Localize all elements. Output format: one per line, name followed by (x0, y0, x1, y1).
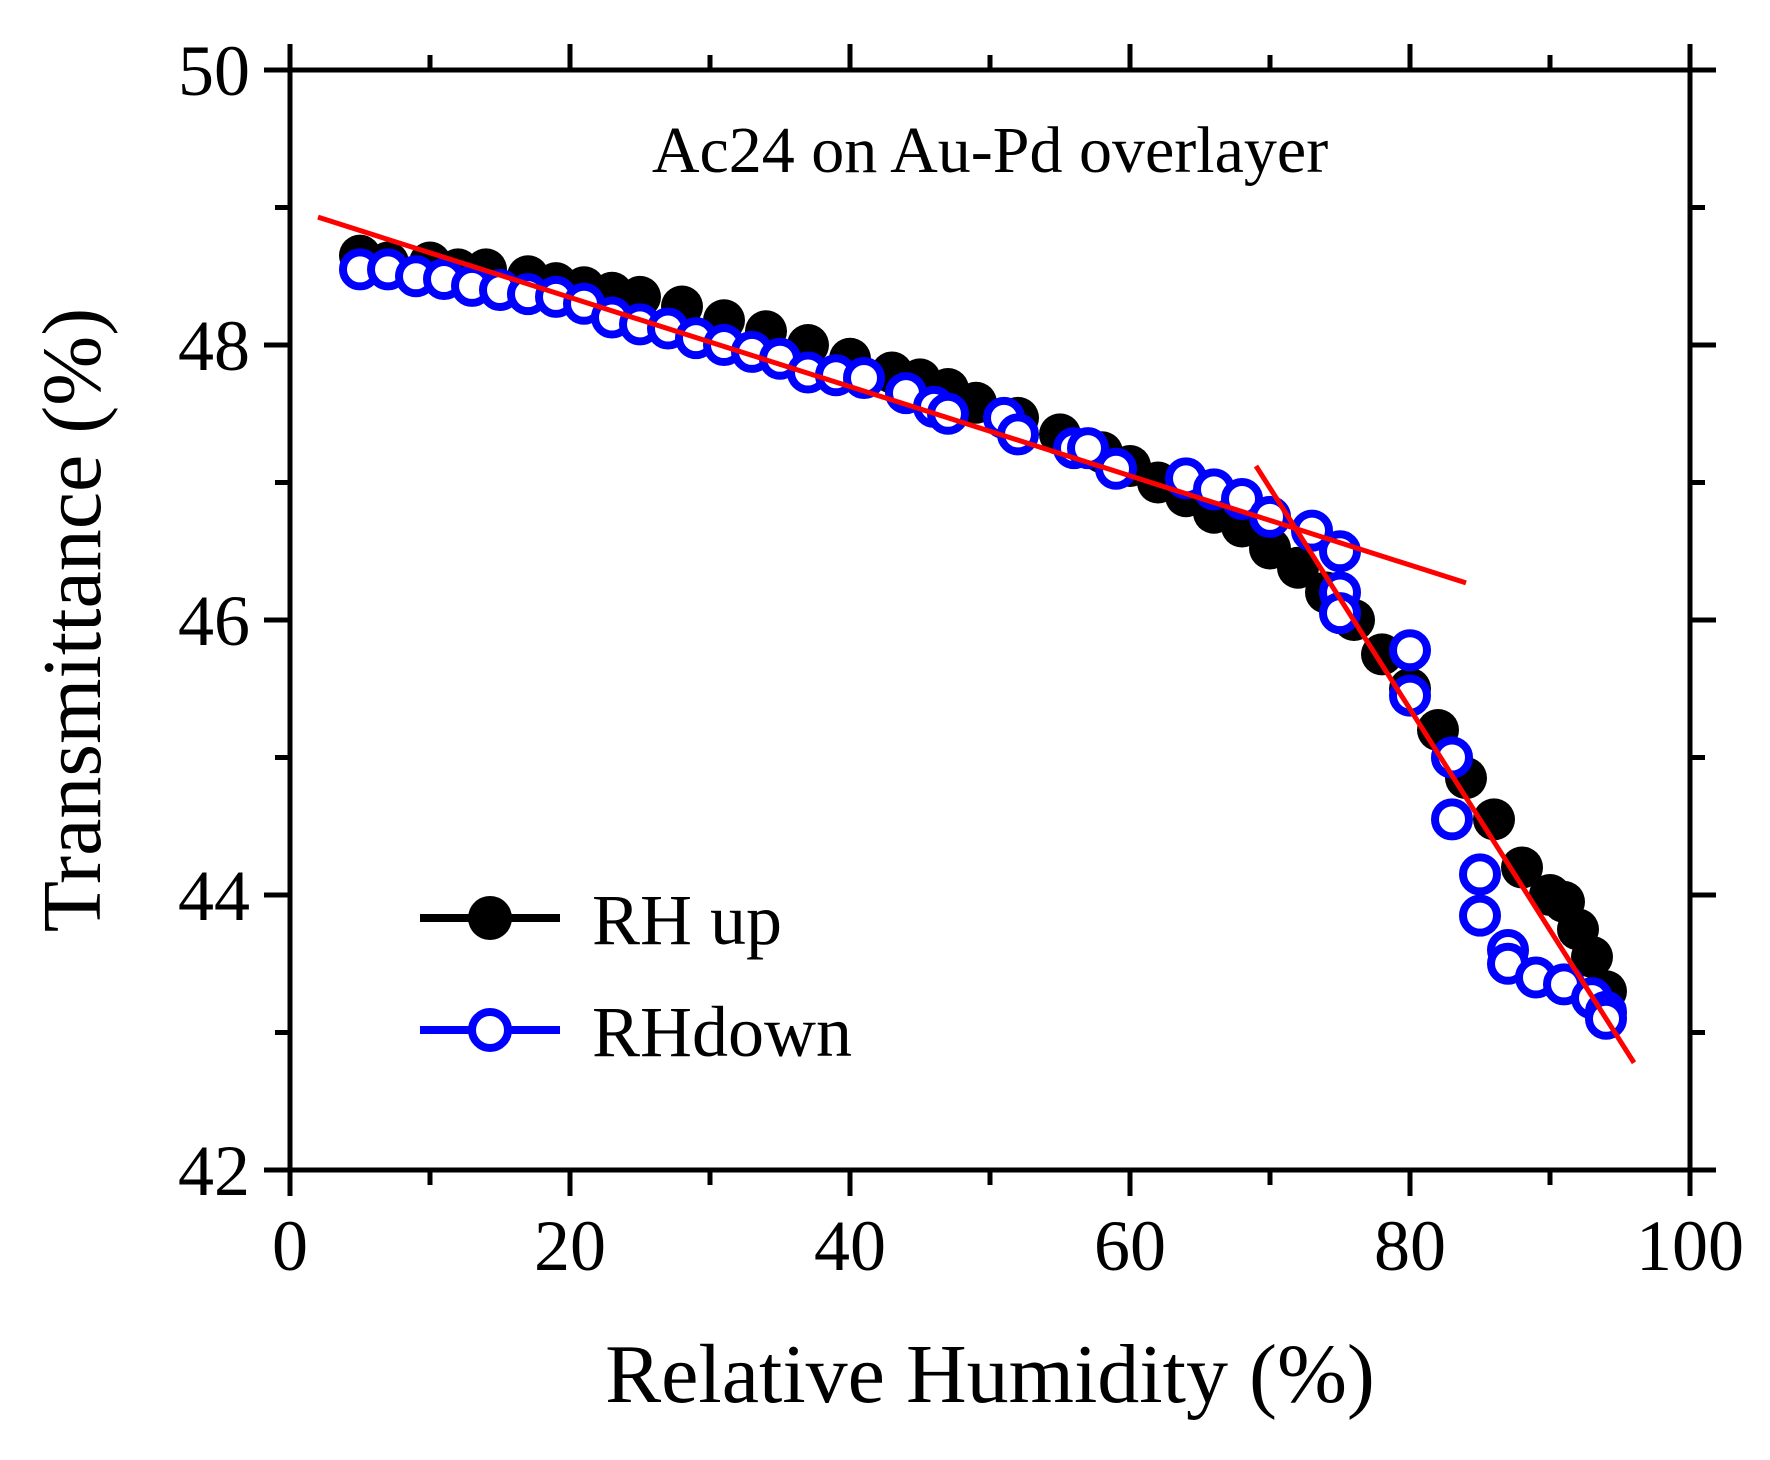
rh-up-point (1571, 935, 1613, 978)
x-tick-label: 20 (534, 1206, 606, 1286)
rh-down-point (1067, 427, 1109, 470)
rh-down-point (1459, 853, 1501, 896)
x-tick-label: 80 (1374, 1206, 1446, 1286)
x-axis-title: Relative Humidity (%) (605, 1328, 1375, 1421)
y-tick-label: 42 (178, 1131, 250, 1211)
y-axis-title: Transmittance (%) (26, 308, 119, 932)
chart-annotation: Ac24 on Au-Pd overlayer (652, 114, 1328, 187)
y-tick-label: 50 (178, 31, 250, 111)
y-tick-label: 46 (178, 581, 250, 661)
fit-line (317, 214, 1467, 586)
axis-ticks (264, 44, 1716, 1196)
axis-tick-labels: 0 20 40 60 80 100 42 44 46 48 50 (178, 31, 1744, 1286)
y-tick-label: 44 (178, 856, 250, 936)
rh-up-point (1501, 846, 1543, 889)
x-tick-label: 100 (1636, 1206, 1744, 1286)
fit-lines (317, 214, 1637, 1065)
rh-up-point (1473, 798, 1515, 841)
plot-frame (287, 67, 1693, 1173)
legend-label-up: RH up (592, 880, 782, 960)
x-tick-label: 0 (272, 1206, 308, 1286)
legend-marker-down (468, 1008, 512, 1052)
rh-down-point (1389, 629, 1431, 672)
legend-marker-up (468, 896, 512, 940)
rh-down-point (1431, 798, 1473, 841)
data-points (339, 234, 1627, 1040)
fit-line (1253, 464, 1637, 1065)
x-tick-label: 40 (814, 1206, 886, 1286)
rh-up-point (1277, 546, 1319, 589)
y-tick-label: 48 (178, 306, 250, 386)
x-tick-label: 60 (1094, 1206, 1166, 1286)
legend: RH up RHdown (420, 880, 852, 1072)
legend-label-down: RHdown (592, 992, 852, 1072)
rh-down-point (1459, 894, 1501, 937)
rh-down-point (1319, 530, 1361, 573)
